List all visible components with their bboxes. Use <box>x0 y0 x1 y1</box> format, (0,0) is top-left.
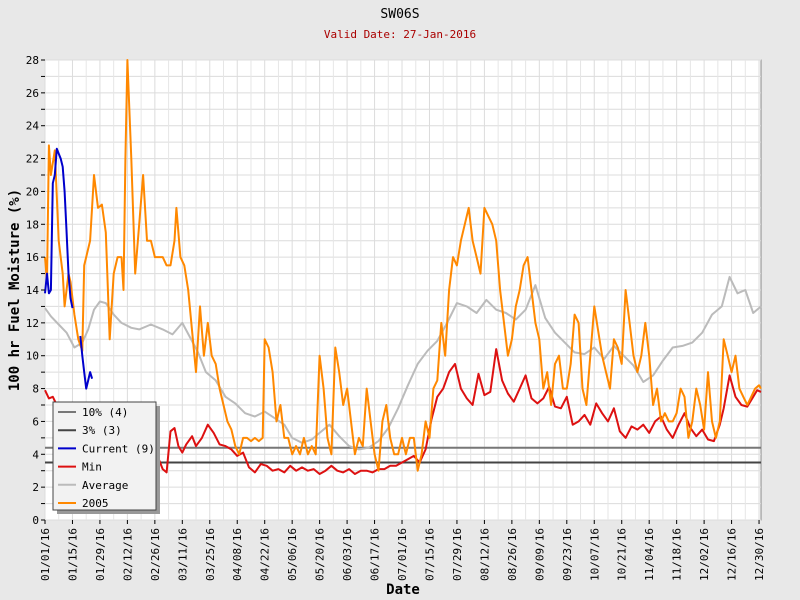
legend-label: Min <box>82 461 102 474</box>
x-tick-label: 08/12/16 <box>478 528 491 581</box>
y-tick-label: 26 <box>26 87 39 100</box>
x-tick-label: 12/30/16 <box>753 528 766 581</box>
y-tick-label: 6 <box>32 415 39 428</box>
y-tick-label: 22 <box>26 153 39 166</box>
y-tick-label: 24 <box>26 120 40 133</box>
x-tick-label: 08/26/16 <box>506 528 519 581</box>
x-tick-label: 11/18/16 <box>671 528 684 581</box>
x-tick-label: 03/11/16 <box>176 528 189 581</box>
chart-title: SW06S <box>380 7 419 22</box>
legend: 10% (4) 3% (3) Current (9) Min Average 2005 <box>52 401 160 514</box>
y-tick-label: 10 <box>26 350 39 363</box>
legend-label: 2005 <box>82 497 109 510</box>
x-tick-label: 12/16/16 <box>726 528 739 581</box>
x-tick-label: 07/01/16 <box>396 528 409 581</box>
y-tick-label: 20 <box>26 185 39 198</box>
x-axis-ticks: 01/01/16 01/15/16 01/29/16 02/12/16 02/26/16… <box>39 520 766 581</box>
x-tick-label: 04/08/16 <box>231 528 244 581</box>
legend-label: Current (9) <box>82 442 155 455</box>
x-tick-label: 06/03/16 <box>341 528 354 581</box>
legend-box <box>52 401 157 511</box>
x-tick-label: 06/17/16 <box>369 528 382 581</box>
y-tick-label: 8 <box>32 383 39 396</box>
series-line-2005 <box>44 59 762 472</box>
y-axis-label: 100 hr Fuel Moisture (%) <box>7 189 23 391</box>
y-tick-label: 28 <box>26 54 39 67</box>
y-tick-label: 2 <box>32 481 39 494</box>
x-tick-label: 04/22/16 <box>259 528 272 581</box>
series-lines <box>44 59 762 475</box>
legend-label: 10% (4) <box>82 406 128 419</box>
y-tick-label: 16 <box>26 251 39 264</box>
x-tick-label: 05/20/16 <box>314 528 327 581</box>
series-line-current-9 <box>44 147 94 390</box>
x-tick-label: 10/07/16 <box>588 528 601 581</box>
x-tick-label: 07/29/16 <box>451 528 464 581</box>
x-tick-label: 02/26/16 <box>149 528 162 581</box>
x-tick-label: 01/29/16 <box>94 528 107 581</box>
x-tick-label: 09/09/16 <box>533 528 546 581</box>
x-tick-label: 10/21/16 <box>616 528 629 581</box>
x-tick-label: 02/12/16 <box>121 528 134 581</box>
y-tick-label: 4 <box>32 448 39 461</box>
legend-label: 3% (3) <box>82 424 122 437</box>
y-tick-label: 18 <box>26 218 39 231</box>
legend-label: Average <box>82 479 128 492</box>
x-tick-label: 01/01/16 <box>39 528 52 581</box>
x-tick-label: 05/06/16 <box>286 528 299 581</box>
y-tick-label: 0 <box>32 514 39 527</box>
x-tick-label: 09/23/16 <box>561 528 574 581</box>
x-tick-label: 03/25/16 <box>204 528 217 581</box>
x-axis-label: Date <box>386 582 420 598</box>
y-tick-label: 12 <box>26 317 39 330</box>
x-tick-label: 11/04/16 <box>643 528 656 581</box>
x-tick-label: 12/02/16 <box>698 528 711 581</box>
x-tick-label: 07/15/16 <box>423 528 436 581</box>
y-tick-label: 14 <box>26 284 40 297</box>
x-tick-label: 01/15/16 <box>66 528 79 581</box>
chart-subtitle: Valid Date: 27-Jan-2016 <box>324 28 476 41</box>
